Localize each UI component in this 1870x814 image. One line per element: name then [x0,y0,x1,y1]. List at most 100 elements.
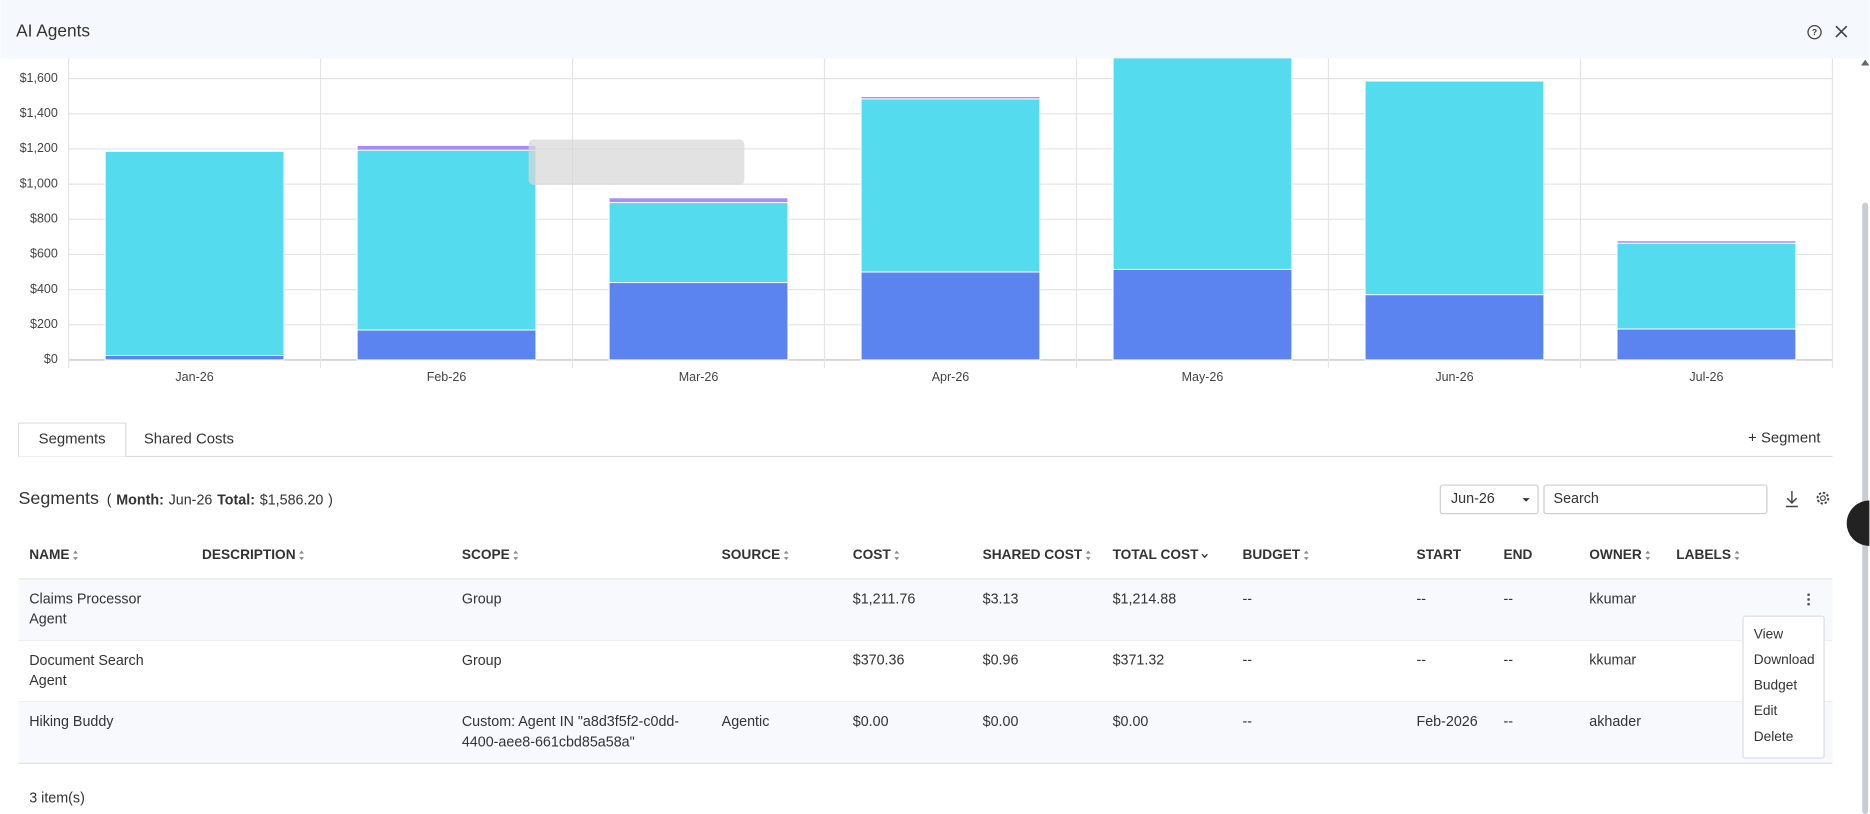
cell: -- [1503,591,1513,607]
bar-segment [608,197,789,204]
menu-item[interactable]: View [1754,626,1784,641]
menu-item[interactable]: Download [1754,652,1815,667]
header-bar [0,0,1870,59]
y-tick-label: $1,000 [20,176,58,190]
cell: -- [1242,591,1252,607]
section-summary: (Month: Jun-26 Total: $1,586.20) [107,492,333,508]
column-header[interactable]: COST [853,547,892,562]
cell-line: Group [462,653,502,669]
menu-item[interactable]: Edit [1754,703,1778,718]
add-segment-button[interactable]: + Segment [1748,431,1821,447]
sort-icon [299,550,304,561]
scroll-up[interactable] [1861,59,1870,66]
tab[interactable]: Segments [39,432,106,448]
column-header[interactable]: DESCRIPTION [202,547,296,562]
y-tick-label: $1,200 [20,141,58,155]
segment-name[interactable]: Document Search Agent [29,653,143,689]
bar-segment [1364,79,1545,82]
bar-segment [1616,328,1797,361]
column-header[interactable]: SCOPE [462,547,510,562]
cell: akhader [1589,714,1641,730]
cell-line: Claims Processor [29,591,141,607]
item-count: 3 item(s) [29,790,85,806]
segments-section: Segments(Month: Jun-26 Total: $1,586.20) Jun… [18,484,1833,806]
help-icon[interactable]: ? [1807,24,1822,40]
table-row [18,640,1833,702]
column-header[interactable]: END [1503,547,1532,562]
bar-segment [1616,242,1797,330]
cell-line: Document Search [29,653,143,669]
cell: -- [1242,653,1252,669]
sort-icon [1645,550,1651,561]
x-tick-label: Jul-26 [1689,370,1723,384]
column-header[interactable]: NAME [29,547,69,562]
x-tick-label: Jan-26 [175,370,213,384]
header-title: AI Agents [16,21,90,41]
table-row [18,579,1833,641]
menu-item[interactable]: Delete [1754,729,1794,744]
row-actions-icon[interactable] [1807,593,1810,606]
bar-segment [1616,240,1797,244]
bar-segment [860,271,1041,361]
column-header[interactable]: START [1416,547,1461,562]
x-tick-label: Mar-26 [679,370,719,384]
summary-part: $1,586.20 [260,492,324,508]
cell: $0.00 [983,714,1019,730]
menu-item[interactable]: Budget [1754,678,1798,693]
bar-segment [1364,80,1545,296]
cell: $1,214.88 [1113,591,1177,607]
table-row [18,701,1833,764]
bar-segment [356,144,537,151]
column-header[interactable]: OWNER [1589,547,1642,562]
cell: -- [1416,653,1426,669]
x-tick-label: Apr-26 [932,370,970,384]
side-handle[interactable] [1846,500,1870,546]
cell: -- [1503,653,1513,669]
column-header[interactable]: BUDGET [1242,547,1300,562]
download-icon[interactable] [1785,491,1798,508]
segment-name[interactable]: Claims Processor Agent [29,591,141,627]
bar-segment [608,202,789,284]
cell: $370.36 [853,653,905,669]
cell: $0.00 [1113,714,1149,730]
sort-icon [894,550,900,561]
tab[interactable]: Shared Costs [144,432,234,448]
bar-segment [860,98,1041,273]
column-header[interactable]: TOTAL COST [1113,547,1200,562]
active-tab-border [17,422,127,457]
sort-desc-icon [1201,553,1208,559]
sort-icon [783,550,789,561]
segment-name: Hiking Buddy [29,714,114,730]
bar-segment [1112,268,1293,361]
cell-line: Custom: Agent IN "a8d3f5f2-c0dd- [462,714,680,730]
cell: $1,211.76 [853,591,916,607]
cell: $0.00 [853,714,889,730]
cell-line: Agent [29,673,66,689]
x-tick-label: May-26 [1182,370,1224,384]
column-header[interactable]: SOURCE [722,547,781,562]
y-tick-label: $600 [30,247,58,261]
sort-icon [1303,550,1309,561]
cell: -- [1242,714,1252,730]
month-select[interactable] [1439,484,1539,515]
bar-segment [104,150,285,357]
row-menu [1742,615,1825,759]
plot-area [104,58,1797,361]
cell: kkumar [1589,591,1636,607]
x-tick-label: Jun-26 [1435,370,1473,384]
close-icon[interactable] [1835,25,1848,38]
cell: kkumar [1589,653,1636,669]
cell: Group [462,653,502,669]
search-box[interactable] [1543,484,1768,515]
sort-icon [513,550,519,561]
column-header[interactable]: LABELS [1676,547,1731,562]
bar-segment [356,329,537,361]
summary-part: ) [328,492,333,508]
search-placeholder: Search [1554,491,1599,507]
column-header[interactable]: SHARED COST [983,547,1083,562]
svg-text:?: ? [1812,27,1817,37]
cell: $3.13 [983,591,1019,607]
bar-segment [608,282,789,361]
settings-icon[interactable] [1816,491,1830,505]
